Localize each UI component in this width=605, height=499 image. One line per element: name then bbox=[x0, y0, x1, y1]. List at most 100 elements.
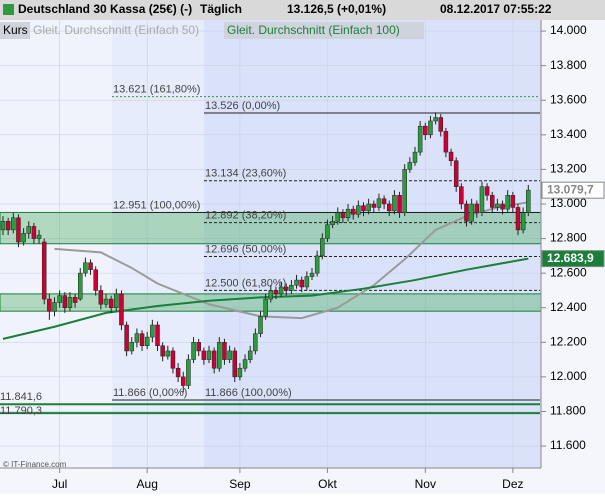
candle-body bbox=[78, 272, 83, 300]
candle-body bbox=[83, 262, 88, 274]
candle-body bbox=[289, 284, 294, 291]
header-bar bbox=[0, 0, 605, 20]
zone bbox=[0, 211, 542, 245]
candle-body bbox=[186, 359, 191, 386]
candle-body bbox=[0, 221, 6, 231]
candle-body bbox=[268, 290, 274, 300]
candle-body bbox=[484, 186, 490, 196]
candle-body bbox=[397, 195, 402, 213]
candle-body bbox=[134, 333, 140, 343]
candle-body bbox=[469, 203, 474, 222]
y-tick-label: 13.000 bbox=[550, 196, 587, 210]
level-label: 11.790,3 bbox=[0, 405, 42, 417]
candle-body bbox=[88, 262, 93, 270]
candle-body bbox=[515, 207, 521, 231]
candle-body bbox=[366, 203, 371, 212]
x-tick-label: Okt bbox=[318, 477, 337, 491]
candle-body bbox=[304, 276, 310, 288]
timestamp: 08.12.2017 07:55:22 bbox=[440, 2, 552, 16]
candle-body bbox=[495, 203, 500, 208]
candle-body bbox=[62, 295, 68, 308]
candle-body bbox=[345, 208, 351, 219]
candle-body bbox=[474, 203, 480, 213]
candle-body bbox=[320, 238, 325, 257]
legend-entry: Gleit. Durchschnitt (Einfach 100) bbox=[227, 23, 400, 37]
fib-label: 12.951 (100,00%) bbox=[113, 199, 200, 211]
candle-body bbox=[5, 221, 11, 231]
y-tick-label: 11.800 bbox=[550, 404, 586, 418]
y-tick-label: 12.400 bbox=[550, 300, 587, 314]
ma-line bbox=[2, 257, 529, 340]
candle-body bbox=[428, 120, 433, 136]
candle-body bbox=[387, 203, 392, 212]
y-tick-label: 12.800 bbox=[550, 231, 587, 245]
candle-body bbox=[273, 290, 279, 295]
credit: © IT-Finance.com bbox=[3, 460, 67, 469]
ma-line bbox=[54, 201, 529, 320]
fib-label: 12.696 (50,00%) bbox=[205, 243, 286, 255]
candle-body bbox=[258, 316, 263, 334]
candle-body bbox=[155, 324, 160, 347]
candle-body bbox=[459, 186, 464, 205]
title: Deutschland 30 Kassa (25€) (-) bbox=[18, 2, 192, 16]
candle-body bbox=[139, 333, 145, 347]
candle-body bbox=[21, 233, 26, 243]
fib-label: 11.866 (100,00%) bbox=[205, 387, 292, 399]
x-tick-label: Jul bbox=[52, 477, 67, 491]
candle-body bbox=[325, 224, 330, 239]
y-tick-label: 13.200 bbox=[550, 162, 587, 176]
y-tick-label: 13.400 bbox=[550, 127, 587, 141]
candle-body bbox=[412, 151, 418, 163]
candle-body bbox=[505, 195, 510, 210]
fib-label: 13.134 (23,60%) bbox=[205, 168, 286, 180]
candle-body bbox=[222, 342, 227, 360]
candle-body bbox=[211, 350, 217, 369]
quote: 13.126,5 (+0,01%) bbox=[287, 2, 386, 16]
candle-body bbox=[361, 205, 366, 212]
candle-body bbox=[175, 367, 181, 378]
candle-body bbox=[294, 279, 299, 286]
candle-body bbox=[407, 162, 413, 170]
fib-label: 11.866 (0,00%) bbox=[113, 387, 187, 399]
candle-body bbox=[330, 221, 335, 225]
candle-body bbox=[263, 298, 268, 317]
candle-body bbox=[237, 367, 243, 378]
candle-body bbox=[52, 302, 57, 312]
candle-body bbox=[392, 195, 397, 212]
candle-body bbox=[57, 295, 62, 303]
y-tick-label: 11.600 bbox=[550, 438, 586, 452]
candle-body bbox=[201, 350, 207, 360]
level-label: 11.841,6 bbox=[0, 391, 42, 403]
candle-body bbox=[31, 226, 37, 239]
candle-body bbox=[124, 324, 129, 352]
legend-box bbox=[0, 22, 30, 39]
candle-body bbox=[129, 342, 134, 352]
candle-body bbox=[93, 269, 98, 291]
candle-body bbox=[438, 117, 443, 132]
candle-body bbox=[41, 241, 47, 300]
candle-body bbox=[402, 169, 407, 213]
price-marker bbox=[541, 181, 605, 199]
candle-body bbox=[417, 125, 423, 153]
candle-body bbox=[232, 350, 237, 378]
candle-body bbox=[196, 342, 201, 352]
legend-entry: Kurs bbox=[3, 23, 28, 37]
price-marker bbox=[541, 250, 605, 268]
price-marker-label: 13.079,7 bbox=[547, 182, 594, 196]
candle-body bbox=[356, 205, 361, 215]
candle-body bbox=[448, 151, 454, 161]
candle-body bbox=[314, 255, 320, 274]
y-tick-label: 13.600 bbox=[550, 92, 587, 106]
candle-body bbox=[500, 203, 505, 210]
candle-body bbox=[247, 350, 253, 360]
candle-body bbox=[103, 298, 109, 305]
candle-body bbox=[381, 198, 387, 205]
y-tick-label: 12.200 bbox=[550, 334, 587, 348]
candle-body bbox=[181, 376, 186, 386]
candle-body bbox=[350, 208, 356, 215]
candle-body bbox=[108, 298, 114, 308]
candle-body bbox=[72, 297, 78, 303]
candle-body bbox=[490, 195, 495, 208]
fib-label: 13.526 (0,00%) bbox=[205, 100, 280, 112]
